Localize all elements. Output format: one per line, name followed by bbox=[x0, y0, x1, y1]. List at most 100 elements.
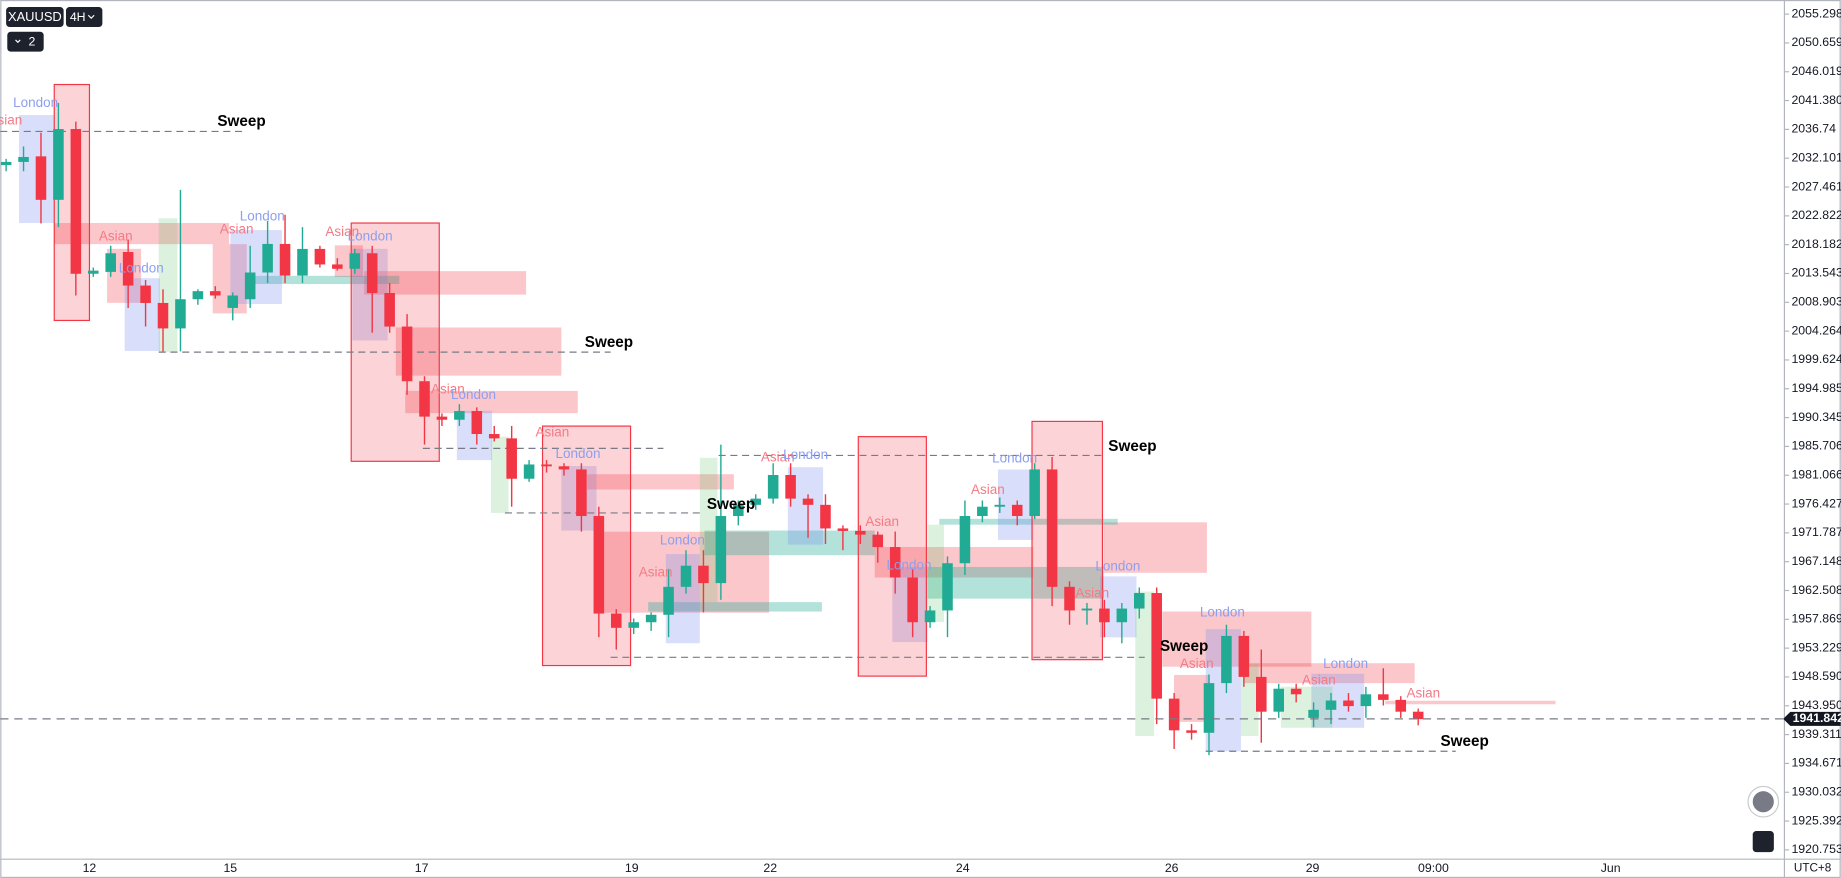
candle-body bbox=[122, 252, 134, 286]
session-box bbox=[1174, 674, 1210, 722]
auto-scale-button[interactable] bbox=[1752, 831, 1774, 853]
x-tick-label: 26 bbox=[1165, 861, 1179, 875]
candle-body bbox=[1378, 694, 1389, 700]
symbol: XAUUSD bbox=[8, 9, 62, 24]
candle-body bbox=[262, 243, 273, 273]
candle-body bbox=[70, 129, 82, 274]
session-box bbox=[1240, 664, 1259, 736]
session-box bbox=[350, 222, 440, 462]
candle-body bbox=[628, 622, 639, 628]
indicator-count: 2 bbox=[29, 35, 36, 49]
x-tick-label: 12 bbox=[83, 861, 97, 875]
asian-label: Asian bbox=[220, 222, 254, 237]
asian-label: Asian bbox=[99, 229, 133, 244]
asian-label: Asian bbox=[0, 112, 22, 127]
candle-body bbox=[1256, 676, 1267, 712]
y-tick-label: 1925.392 bbox=[1791, 813, 1841, 827]
candle-body bbox=[0, 161, 12, 166]
interval-button[interactable] bbox=[65, 7, 103, 27]
y-tick-label: 1953.229 bbox=[1791, 640, 1841, 654]
london-label: London bbox=[240, 209, 285, 224]
london-label: London bbox=[119, 260, 164, 275]
london-label: London bbox=[451, 387, 496, 402]
session-box bbox=[648, 602, 822, 612]
candle-body bbox=[593, 516, 605, 614]
symbol-button[interactable] bbox=[6, 7, 64, 27]
candle-body bbox=[18, 156, 29, 162]
candle-body bbox=[87, 270, 99, 274]
sweep-label: Sweep bbox=[1108, 438, 1156, 455]
london-label: London bbox=[1323, 656, 1368, 671]
session-box bbox=[874, 546, 1034, 578]
candle-body bbox=[558, 466, 570, 470]
session-box bbox=[1103, 522, 1207, 573]
london-label: London bbox=[886, 557, 931, 572]
candle-body bbox=[1168, 698, 1180, 731]
x-tick-label: 24 bbox=[956, 861, 970, 875]
candle-body bbox=[1273, 688, 1285, 712]
candle-body bbox=[488, 434, 500, 439]
x-tick-label: 15 bbox=[223, 861, 237, 875]
candle-body bbox=[1064, 586, 1075, 611]
chevron bbox=[15, 39, 21, 44]
candle-body bbox=[907, 577, 918, 623]
candle-body bbox=[314, 248, 326, 265]
asian-label: Asian bbox=[971, 482, 1005, 497]
y-tick-label: 1985.706 bbox=[1791, 439, 1841, 453]
session-box bbox=[704, 530, 875, 556]
y-tick-label: 2027.461 bbox=[1791, 179, 1841, 193]
candle-body bbox=[1029, 469, 1040, 517]
candle-body bbox=[576, 469, 587, 517]
candle-body bbox=[942, 563, 953, 611]
y-tick-label: 1957.869 bbox=[1791, 612, 1841, 626]
candle-body bbox=[837, 528, 849, 531]
y-tick-label: 1981.066 bbox=[1791, 467, 1841, 481]
y-tick-label: 2046.019 bbox=[1791, 64, 1841, 78]
candle-body bbox=[523, 464, 535, 479]
candle-body bbox=[785, 475, 796, 499]
london-label: London bbox=[1095, 559, 1140, 574]
london-label: London bbox=[1200, 604, 1245, 619]
candle-body bbox=[471, 411, 483, 435]
candle-body bbox=[1099, 608, 1110, 623]
sweep-label: Sweep bbox=[1160, 638, 1208, 655]
candle-body bbox=[663, 586, 674, 615]
candle-body bbox=[820, 504, 831, 529]
session-box bbox=[997, 469, 1034, 540]
candle-body bbox=[401, 326, 413, 382]
candle-body bbox=[1203, 683, 1215, 733]
y-tick-label: 2041.380 bbox=[1791, 93, 1841, 107]
candle-body bbox=[1011, 504, 1023, 517]
session-box bbox=[490, 436, 509, 513]
candle-body bbox=[1308, 709, 1319, 718]
candle-body bbox=[541, 464, 552, 467]
session-box bbox=[364, 271, 527, 295]
y-tick-label: 1948.590 bbox=[1791, 669, 1841, 683]
candle-body bbox=[977, 506, 988, 517]
candle-body bbox=[1395, 699, 1407, 712]
session-box bbox=[1244, 663, 1415, 684]
candle-body bbox=[889, 547, 901, 578]
candle-body bbox=[53, 129, 64, 200]
candle-body bbox=[959, 516, 971, 564]
interval: 4H bbox=[70, 10, 86, 24]
indicator-toggle[interactable] bbox=[7, 31, 44, 52]
y-tick-label: 1939.311 bbox=[1791, 727, 1841, 741]
asian-label: Asian bbox=[1302, 672, 1336, 687]
candle-body bbox=[227, 295, 239, 308]
candle-body bbox=[35, 156, 47, 200]
candle-body bbox=[1290, 688, 1302, 695]
asian-label: Asian bbox=[325, 224, 359, 239]
candle-body bbox=[1151, 593, 1162, 699]
last-price-tag bbox=[1783, 711, 1841, 726]
candle-body bbox=[802, 498, 814, 505]
candle-body bbox=[1081, 608, 1093, 611]
chevron bbox=[87, 14, 95, 20]
candle-body bbox=[192, 291, 204, 300]
y-tick-label: 2013.543 bbox=[1791, 266, 1841, 280]
session-box bbox=[1385, 700, 1556, 705]
